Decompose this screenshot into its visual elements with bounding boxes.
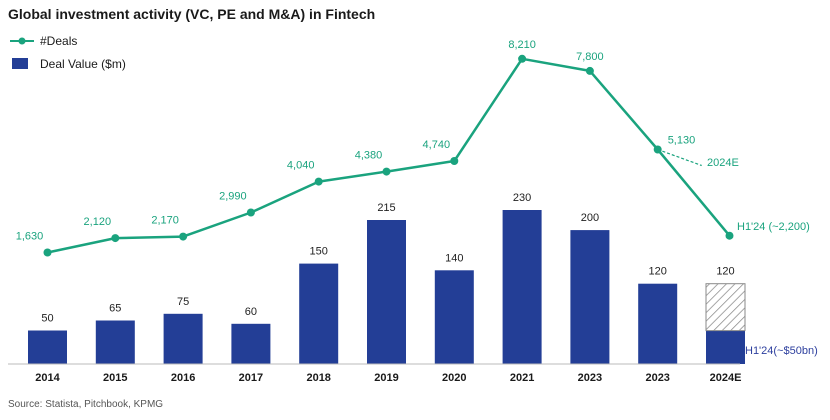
source-note: Source: Statista, Pitchbook, KPMG [8, 399, 163, 410]
bar-labels: 50 65 75 60 150 215 140 230 200 120 120 [41, 192, 734, 325]
x-tick-label: 2019 [374, 372, 398, 384]
deals-value-label: 2,170 [151, 215, 179, 227]
bar-8 [502, 210, 542, 364]
deals-value-label: 2,990 [219, 191, 247, 203]
deals-estimate-dashed-line [657, 148, 702, 167]
deals-value-label: 4,740 [423, 139, 451, 151]
x-tick-label: 2023 [645, 372, 669, 384]
deals-point-9 [585, 66, 594, 75]
x-tick-label: 2014 [35, 372, 60, 384]
deals-point-3 [179, 232, 188, 241]
bar-6 [367, 220, 406, 364]
bar-1 [28, 330, 67, 364]
bar-11 [706, 330, 745, 364]
deal-labels: 1,630 2,120 2,170 2,990 4,040 4,380 4,740 8,210… [16, 39, 695, 243]
x-tick-label: 2015 [103, 372, 127, 384]
bar-10 [638, 283, 678, 364]
deals-value-label: 4,040 [287, 160, 315, 172]
bar-7 [434, 270, 474, 364]
deals-point-6 [382, 167, 391, 176]
deals-point-2 [111, 234, 120, 243]
deals-point-5 [314, 177, 323, 186]
deals-series [43, 54, 734, 257]
deals-value-label: 7,800 [576, 51, 604, 63]
bar-5 [299, 263, 339, 364]
x-tick-label: 2017 [239, 372, 263, 384]
deals-h1-annotation: H1'24 (~2,200) [737, 221, 810, 233]
bar-series [28, 210, 746, 364]
bar-value-label: 60 [245, 306, 257, 318]
bar-value-label: 50 [41, 313, 53, 325]
deals-value-label: 8,210 [508, 39, 536, 51]
legend-value-swatch [12, 58, 28, 69]
deals-point-11 [725, 231, 734, 240]
legend-value-label: Deal Value ($m) [40, 57, 126, 71]
value-h1-annotation: H1'24(~$50bn) [745, 345, 818, 357]
deals-value-label: 1,630 [16, 231, 44, 243]
bar-value-label: 140 [445, 252, 463, 264]
legend: #Deals Deal Value ($m) [10, 34, 126, 71]
chart-title: Global investment activity (VC, PE and M… [8, 6, 375, 22]
bar-value-label: 120 [649, 266, 667, 278]
deals-point-8 [518, 54, 527, 63]
bar-4 [231, 323, 271, 364]
legend-deals-label: #Deals [40, 34, 77, 48]
deals-point-10 [653, 145, 662, 154]
bar-value-label: 200 [581, 212, 599, 224]
legend-deals-marker [18, 37, 26, 45]
bar-2 [95, 320, 135, 364]
bar-3 [163, 313, 203, 364]
deals-value-label: 4,380 [355, 150, 383, 162]
bar-value-label: 150 [310, 246, 328, 258]
x-tick-label: 2023 [578, 372, 602, 384]
bar-value-label: 215 [377, 202, 395, 214]
bar-value-label: 120 [716, 266, 734, 278]
x-tick-label: 2021 [510, 372, 534, 384]
deals-estimate-annotation: 2024E [707, 157, 739, 169]
deals-point-4 [246, 208, 255, 217]
bar-value-label: 75 [177, 296, 189, 308]
bar-value-label: 230 [513, 192, 531, 204]
bar-estimate-remainder [705, 283, 746, 332]
x-tick-label: 2020 [442, 372, 466, 384]
bar-9 [570, 230, 610, 364]
bar-value-label: 65 [109, 303, 121, 315]
x-axis-ticks: 2014 2015 2016 2017 2018 2019 2020 2021 2023 2023… [35, 372, 741, 384]
deals-value-label: 2,120 [84, 216, 112, 228]
deals-point-7 [450, 157, 459, 165]
x-tick-label: 2024E [710, 372, 742, 384]
deals-value-label: 5,130 [668, 135, 696, 147]
x-tick-label: 2018 [306, 372, 330, 384]
x-tick-label: 2016 [171, 372, 195, 384]
deals-point-1 [43, 248, 52, 257]
